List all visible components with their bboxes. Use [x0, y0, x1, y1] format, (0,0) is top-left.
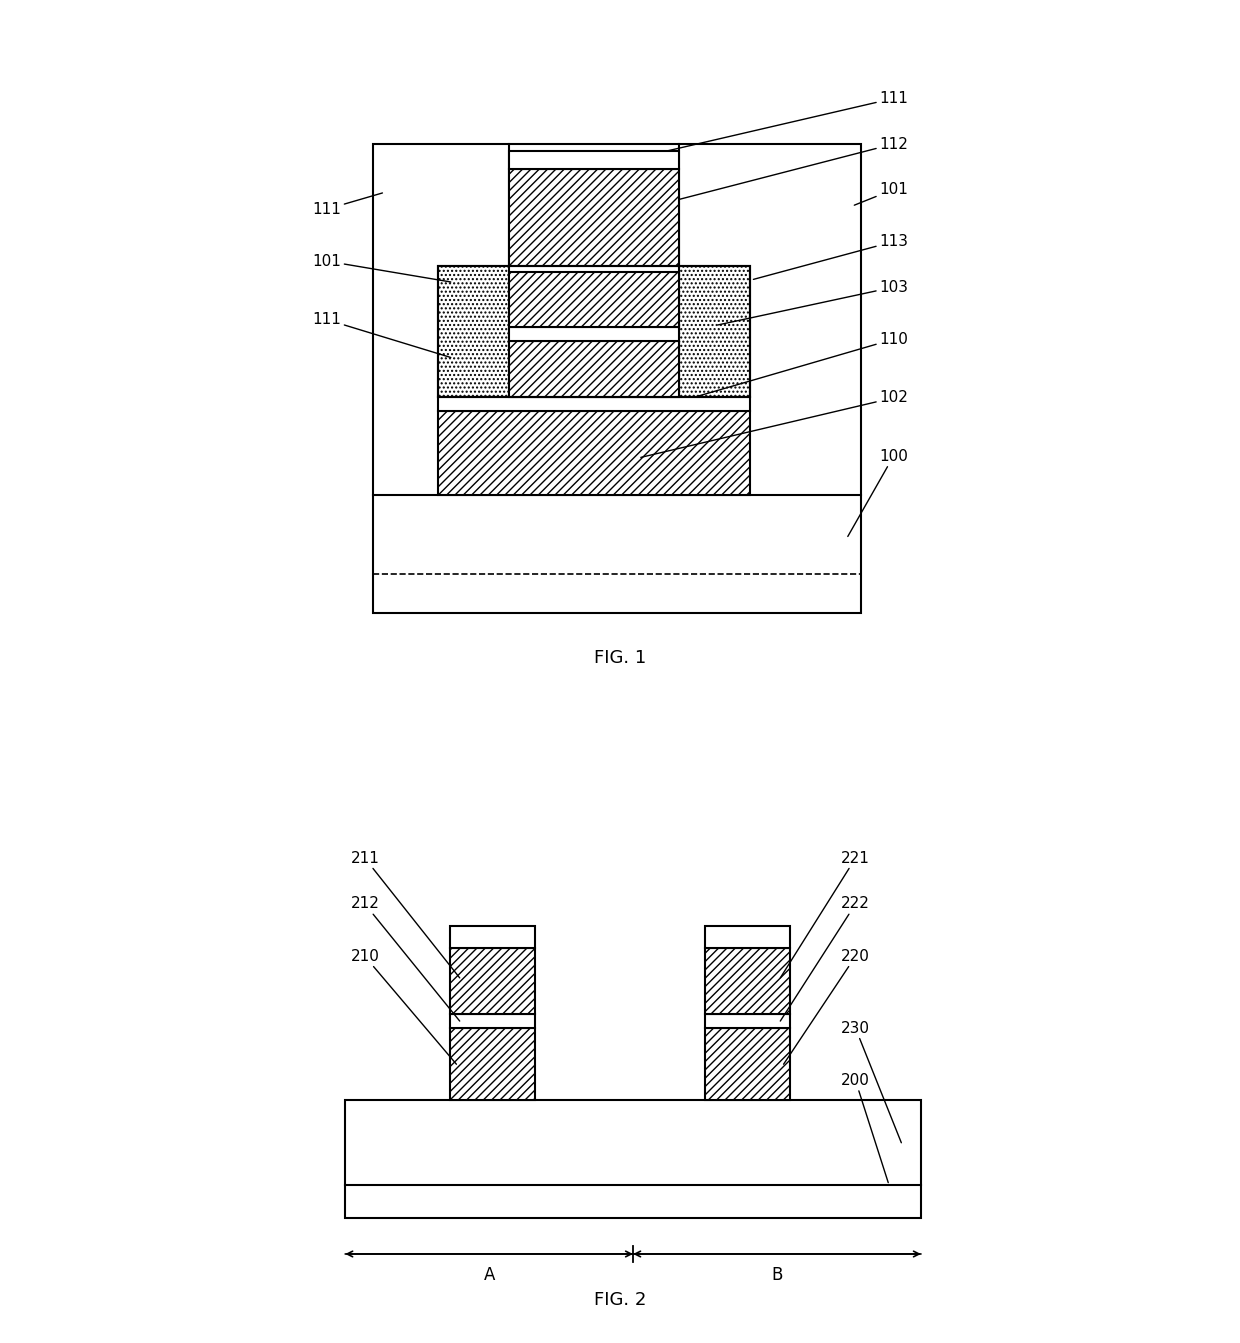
- Bar: [438, 396, 750, 411]
- Bar: [706, 925, 790, 948]
- Bar: [450, 1029, 534, 1100]
- Bar: [678, 266, 750, 396]
- Text: 103: 103: [718, 279, 908, 325]
- Text: 112: 112: [627, 137, 908, 212]
- Bar: [706, 1029, 790, 1100]
- Text: 212: 212: [351, 896, 460, 1021]
- Bar: [450, 948, 534, 1014]
- Bar: [706, 1014, 790, 1029]
- Text: 111: 111: [312, 312, 451, 357]
- Bar: [345, 1100, 921, 1218]
- Text: 222: 222: [780, 896, 870, 1021]
- Bar: [438, 266, 510, 396]
- Bar: [438, 266, 750, 396]
- Text: 211: 211: [351, 850, 460, 978]
- Text: 102: 102: [641, 391, 908, 458]
- Text: 101: 101: [312, 254, 451, 282]
- Bar: [510, 341, 678, 396]
- Text: 111: 111: [312, 193, 382, 216]
- Bar: [450, 925, 534, 948]
- Text: 101: 101: [854, 183, 908, 205]
- Text: 221: 221: [780, 850, 870, 978]
- Text: 230: 230: [841, 1021, 901, 1143]
- Text: 111: 111: [653, 91, 908, 154]
- Text: 220: 220: [784, 948, 870, 1064]
- Bar: [510, 169, 678, 266]
- Bar: [510, 271, 678, 326]
- Text: 200: 200: [841, 1073, 888, 1183]
- Text: B: B: [771, 1265, 782, 1284]
- Text: FIG. 2: FIG. 2: [594, 1291, 646, 1309]
- Bar: [510, 326, 678, 341]
- Text: 110: 110: [672, 332, 908, 404]
- Text: 113: 113: [754, 234, 908, 279]
- Bar: [373, 144, 861, 612]
- Bar: [510, 150, 678, 169]
- Text: A: A: [484, 1265, 495, 1284]
- Bar: [706, 948, 790, 1014]
- Bar: [438, 411, 750, 496]
- Text: 100: 100: [848, 449, 908, 536]
- Text: 210: 210: [351, 948, 456, 1064]
- Text: FIG. 1: FIG. 1: [594, 649, 646, 667]
- Bar: [450, 1014, 534, 1029]
